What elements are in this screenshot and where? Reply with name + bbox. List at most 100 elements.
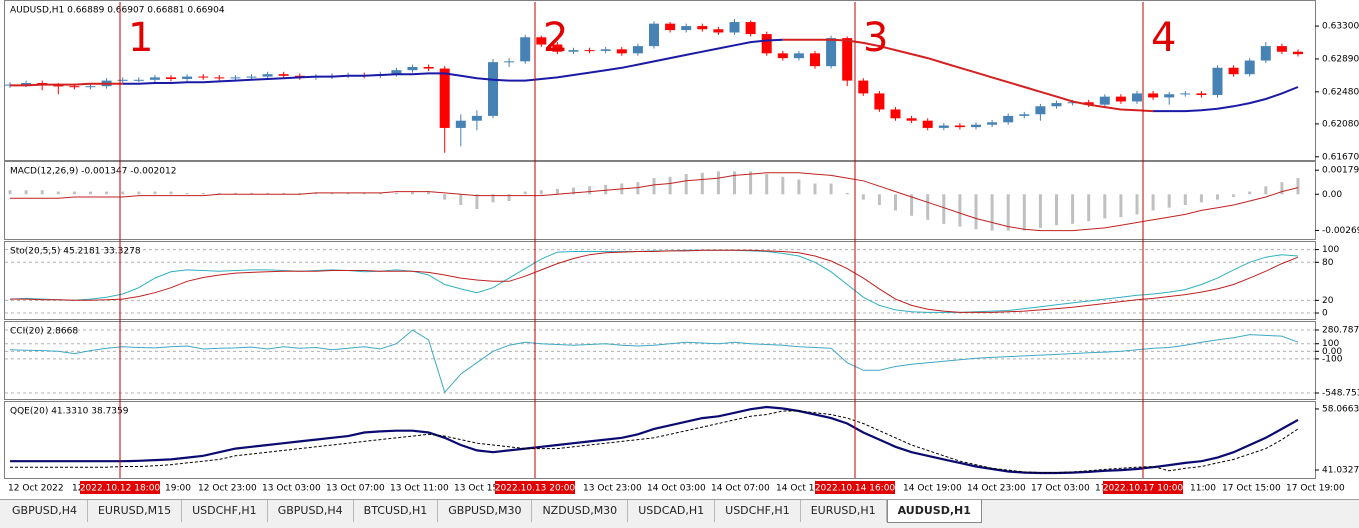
candle-body	[230, 77, 241, 79]
candle-body	[1099, 96, 1110, 105]
candle-body	[21, 83, 32, 85]
y-tick-label: 100	[1322, 339, 1339, 349]
histogram-bar	[346, 192, 350, 195]
candle-body	[793, 53, 804, 59]
candle-body	[1180, 93, 1191, 95]
histogram-bar	[378, 192, 382, 195]
x-tick-label: 14 Oct 07:00	[711, 484, 770, 494]
pane-title: QQE(20) 41.3310 38.7359	[10, 407, 129, 417]
x-tick-label: 17 Oct 15:00	[1222, 484, 1281, 494]
marker-time-box	[1103, 481, 1183, 494]
histogram-bar	[636, 182, 640, 195]
histogram-bar	[250, 192, 253, 195]
candle-body	[1228, 67, 1239, 75]
candle-body	[214, 77, 225, 79]
tab-bar: GBPUSD,H4 EURUSD,M15 USDCHF,H1 GBPUSD,H4 BTC…	[0, 499, 1359, 528]
histogram-bar	[1151, 194, 1155, 211]
chart-tab[interactable]: AUDUSD,H1	[886, 500, 982, 523]
x-tick-label: 13 Oct 03:00	[262, 484, 321, 494]
x-tick-label: 13 Oct 23:00	[583, 484, 642, 494]
candle-body	[761, 34, 772, 54]
chart-tab[interactable]: GBPUSD,M30	[438, 500, 533, 522]
candle-body	[1196, 93, 1207, 96]
candle-body	[697, 26, 708, 30]
histogram-bar	[926, 194, 930, 220]
chart-tab[interactable]: BTCUSD,H1	[354, 500, 439, 522]
histogram-bar	[1296, 178, 1300, 195]
chart-tab[interactable]: GBPUSD,H4	[268, 500, 354, 522]
histogram-bar	[1264, 186, 1268, 195]
candle-body	[262, 74, 273, 77]
marker-time-box	[815, 481, 895, 494]
marker-time-label: 2022.10.17 10:00	[1103, 484, 1184, 494]
candle-body	[278, 74, 289, 76]
y-tick-label: -0.00269	[1322, 226, 1359, 236]
y-tick-label: 58.0663	[1322, 404, 1359, 414]
trading-chart: 0.63300 0.62890 0.62480 0.62080 0.61670 AUDUS…	[4, 0, 1359, 494]
chart-tab[interactable]: EURUSD,M15	[88, 500, 183, 522]
histogram-bar	[266, 192, 270, 195]
candle-body	[632, 46, 643, 54]
marker-time-label: 2022.10.13 20:00	[495, 484, 576, 494]
candle-body	[971, 124, 981, 128]
candle-body	[600, 49, 611, 51]
histogram-bar	[1280, 182, 1284, 195]
x-tick-label: 17 Oct 19:00	[1286, 484, 1345, 494]
candle-body	[439, 68, 450, 128]
y-tick-label: 0	[1322, 309, 1328, 319]
candle-body	[954, 125, 965, 128]
histogram-bar	[40, 190, 44, 195]
y-tick-label: 0.62480	[1322, 87, 1359, 97]
candle-body	[471, 115, 482, 121]
candle-body	[1244, 60, 1255, 75]
chart-tab[interactable]: EURUSD,H1	[801, 500, 887, 522]
marker-time-label: 2022.10.14 16:00	[815, 484, 896, 494]
marker-number: 4	[1151, 15, 1176, 61]
x-tick-label: 12	[72, 484, 83, 494]
chart-tab[interactable]: GBPUSD,H4	[2, 500, 88, 522]
histogram-bar	[411, 191, 414, 195]
marker-number: 3	[863, 15, 888, 61]
y-tick-label: 0.00	[1322, 347, 1342, 357]
histogram-bar	[24, 190, 28, 195]
y-tick-label: 280.787	[1322, 326, 1359, 336]
histogram-bar	[877, 194, 881, 206]
y-tick-label: 0.62080	[1322, 119, 1359, 129]
candle-body	[1276, 46, 1287, 52]
x-tick-label: 17 Oct 03:00	[1031, 484, 1090, 494]
histogram-bar	[1006, 194, 1010, 231]
y-tick-label: -548.753	[1322, 389, 1359, 399]
histogram-bar	[1199, 194, 1203, 203]
histogram-bar	[1055, 194, 1058, 226]
chart-tab[interactable]: USDCHF,H1	[715, 500, 801, 522]
candle-body	[520, 37, 531, 62]
candle-body	[133, 79, 144, 81]
histogram-bar	[1135, 194, 1139, 215]
candle-body	[616, 49, 627, 54]
histogram-bar	[1087, 194, 1091, 222]
x-tick-label: 13 Oct 11:00	[390, 484, 449, 494]
histogram-bar	[716, 171, 720, 195]
candle-body	[1003, 115, 1014, 123]
chart-tab[interactable]: USDCAD,H1	[628, 500, 716, 522]
marker-number: 2	[543, 15, 568, 61]
candle-body	[552, 44, 563, 52]
candle-body	[391, 70, 402, 75]
marker-time-box	[495, 481, 575, 494]
candle-body	[488, 62, 498, 116]
chart-tab[interactable]: NZDUSD,M30	[532, 500, 629, 522]
histogram-bar	[201, 192, 205, 195]
histogram-bar	[990, 194, 994, 231]
pane-frame	[4, 161, 1316, 240]
candle-body	[1067, 102, 1078, 104]
histogram-bar	[1022, 194, 1026, 231]
histogram-bar	[910, 194, 914, 216]
pane-title: AUDUSD,H1 0.66889 0.66907 0.66881 0.6690…	[10, 6, 225, 16]
y-tick-label: -100	[1322, 354, 1343, 364]
candle-body	[987, 122, 998, 125]
candle-body	[1260, 46, 1271, 61]
candle-body	[149, 77, 160, 80]
y-tick-label: 0.63300	[1322, 22, 1359, 32]
chart-tab[interactable]: USDCHF,H1	[182, 500, 268, 522]
